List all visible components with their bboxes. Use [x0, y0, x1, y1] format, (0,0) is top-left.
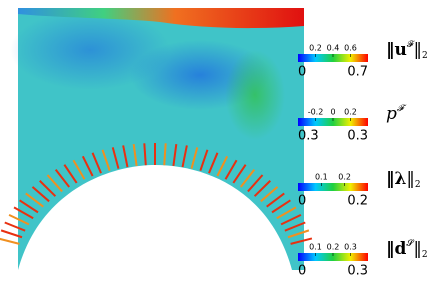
- label-sub: 2: [422, 51, 428, 61]
- min-label: 0: [298, 264, 306, 279]
- arrow: [247, 174, 264, 193]
- arrow: [31, 186, 50, 203]
- arrow: [208, 152, 219, 174]
- arrow: [81, 155, 94, 177]
- arrow: [266, 192, 285, 208]
- arrow: [199, 149, 209, 171]
- colorbar: [298, 54, 368, 62]
- arrow: [172, 143, 178, 167]
- arrow: [39, 180, 57, 197]
- min-label: 0: [298, 65, 306, 80]
- arrow: [4, 221, 26, 232]
- tick-label: -0.2: [308, 108, 324, 117]
- label-sub: 2: [422, 250, 428, 260]
- tick-label: 0.1: [315, 173, 328, 182]
- max-label: 0.2: [347, 194, 368, 209]
- label-sup: 𝓢: [406, 239, 414, 249]
- arrow: [253, 180, 271, 197]
- tick-label: 0.2: [327, 243, 340, 252]
- arrow: [224, 159, 238, 180]
- tick-label: 0: [330, 108, 335, 117]
- arrow: [290, 237, 313, 245]
- label-tail: ‖: [414, 40, 423, 60]
- colorbar: [298, 253, 368, 261]
- max-label: 0.3: [347, 264, 368, 279]
- arrow: [284, 221, 306, 232]
- colorbar: [298, 118, 368, 126]
- label-base: ‖d: [386, 239, 407, 259]
- tick-label: 0.6: [344, 44, 357, 53]
- tick-label: 0.3: [344, 243, 357, 252]
- legend-label: ‖u𝓕‖2: [386, 40, 428, 61]
- tick-label: 0.2: [338, 173, 351, 182]
- arrow: [143, 143, 147, 166]
- max-label: 0.3: [347, 129, 368, 144]
- arrow: [163, 143, 167, 166]
- arrow: [271, 199, 291, 214]
- tick-label: 0.4: [327, 44, 340, 53]
- tick-label: 0.2: [309, 44, 322, 53]
- legend-label: ‖λ‖2: [386, 169, 421, 190]
- label-tail: ‖: [413, 239, 422, 259]
- arrow: [287, 229, 310, 239]
- arrow: [190, 147, 199, 169]
- arrow: [0, 229, 23, 239]
- arrow: [181, 145, 188, 168]
- arrow: [260, 186, 279, 203]
- arrow: [19, 199, 39, 214]
- arrow: [63, 164, 78, 184]
- colorbar: [298, 183, 368, 191]
- arrow: [280, 213, 302, 226]
- arrow: [216, 155, 229, 177]
- arrow: [46, 174, 63, 193]
- arrow: [240, 169, 256, 188]
- arrow: [0, 237, 20, 245]
- label-base: ‖λ: [386, 169, 407, 189]
- label-sub: 2: [415, 180, 421, 190]
- label-tail: ‖: [406, 169, 415, 189]
- legend-label: ‖d𝓢‖2: [386, 239, 428, 260]
- min-label: 0: [298, 194, 306, 209]
- arrow: [91, 152, 102, 174]
- max-label: 0.7: [347, 65, 368, 80]
- label-base: ‖u: [386, 40, 407, 60]
- arrow: [276, 206, 297, 220]
- field: [0, 8, 313, 270]
- label-sup: 𝓕: [407, 40, 416, 50]
- label-base: p: [386, 104, 397, 124]
- legend-label: p𝓕: [386, 104, 407, 124]
- arrow: [8, 213, 30, 226]
- arrow: [132, 143, 138, 167]
- arrow: [13, 206, 34, 220]
- arrow: [25, 192, 44, 208]
- arrow: [111, 147, 120, 169]
- tick-label: 0.1: [309, 243, 322, 252]
- tick-label: 0.2: [344, 108, 357, 117]
- arrow: [72, 159, 86, 180]
- label-sup: 𝓕: [397, 104, 407, 114]
- arrow: [101, 149, 111, 171]
- min-label: 0.3: [298, 129, 319, 144]
- arrow: [54, 169, 70, 188]
- arrow: [232, 164, 247, 184]
- arrow: [122, 145, 129, 168]
